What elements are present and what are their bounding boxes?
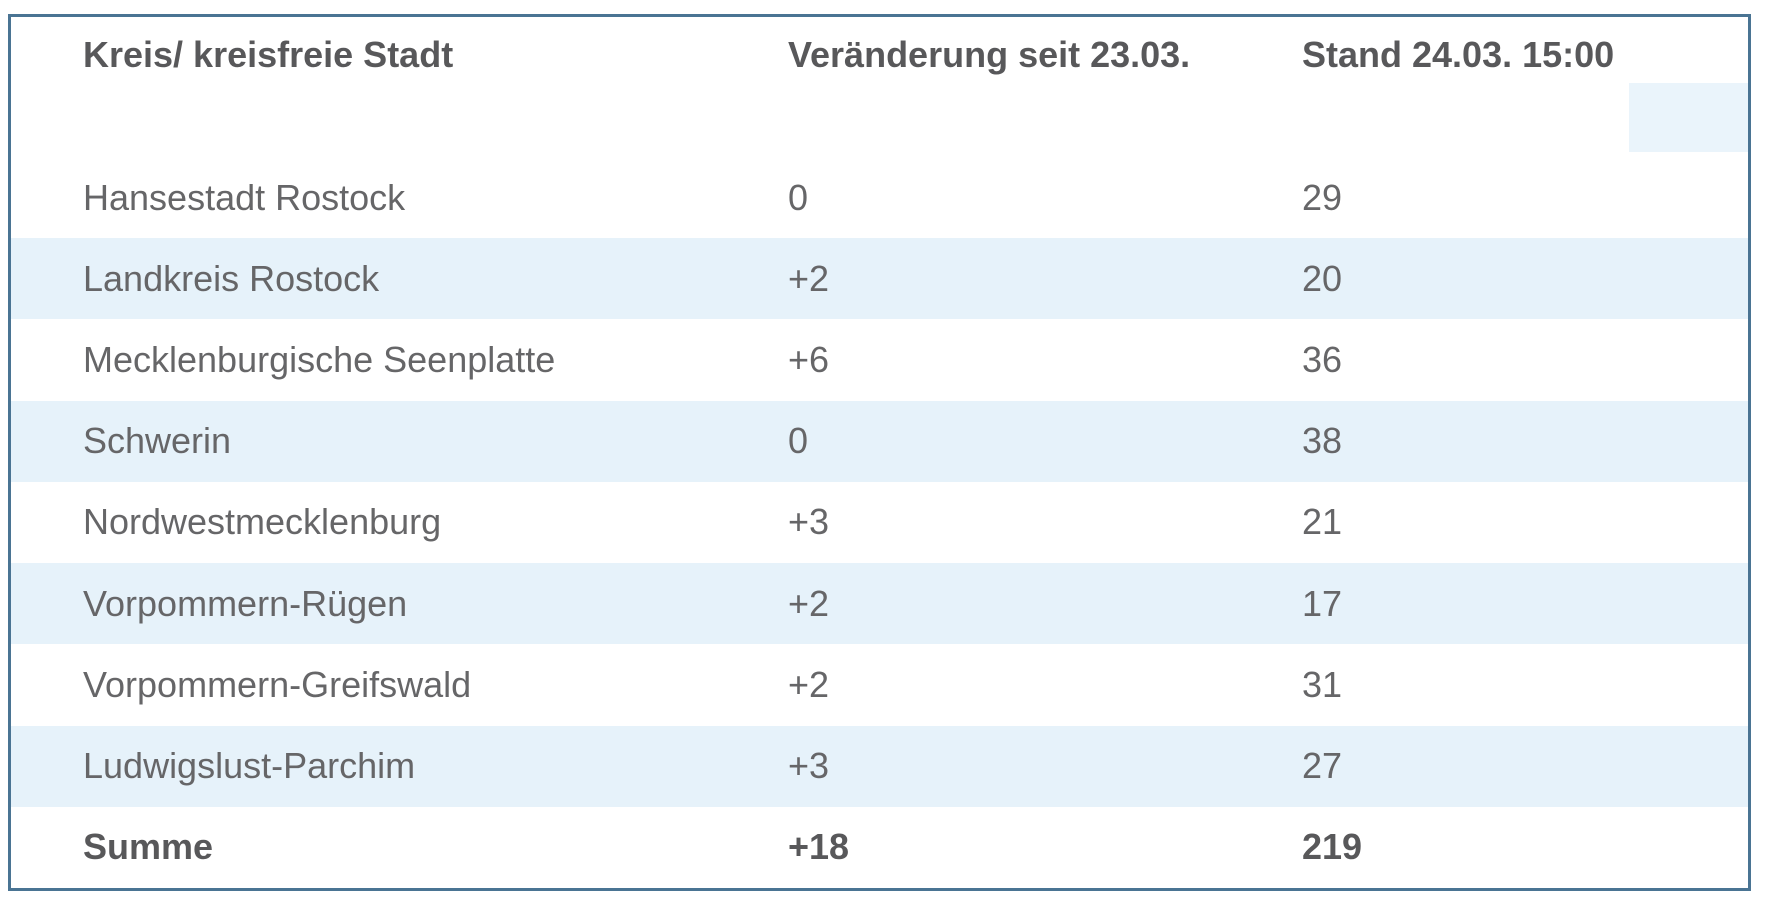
table-row: Nordwestmecklenburg +3 21	[11, 482, 1748, 563]
cell-summary-total: 219	[1302, 826, 1363, 868]
table-row: Vorpommern-Greifswald +2 31	[11, 644, 1748, 725]
cases-table: Kreis/ kreisfreie Stadt Veränderung seit…	[8, 14, 1751, 891]
cell-total: 21	[1302, 501, 1343, 543]
cell-district-name: Hansestadt Rostock	[83, 176, 406, 218]
cell-total: 38	[1230, 400, 1748, 482]
cell-district-name: Vorpommern-Rügen	[11, 563, 716, 645]
table-row: Ludwigslust-Parchim +3 27	[11, 725, 1748, 807]
table-row: Hansestadt Rostock 0 29	[11, 157, 1748, 238]
table-row: Mecklenburgische Seenplatte +6 36	[11, 319, 1748, 400]
header-row: Kreis/ kreisfreie Stadt Veränderung seit…	[11, 17, 1748, 157]
cell-total: 29	[1302, 176, 1343, 218]
cell-change: 0	[788, 176, 809, 218]
table-row: Schwerin 0 38	[11, 400, 1748, 482]
table-row: Landkreis Rostock +2 20	[11, 238, 1748, 320]
cell-total: 31	[1302, 663, 1343, 705]
cell-total: 17	[1230, 563, 1748, 645]
cell-change: +6	[788, 339, 830, 381]
column-header-kreis: Kreis/ kreisfreie Stadt	[83, 34, 454, 75]
column-header-stand: Stand 24.03. 15:00	[1302, 34, 1615, 75]
cell-change: +2	[788, 663, 830, 705]
cell-district-name: Ludwigslust-Parchim	[11, 725, 716, 807]
district-cases-table: Kreis/ kreisfreie Stadt Veränderung seit…	[11, 17, 1748, 888]
cell-district-name: Nordwestmecklenburg	[83, 501, 442, 543]
cell-change: 0	[716, 400, 1230, 482]
summary-row: Summe +18 219	[11, 807, 1748, 888]
table-row: Vorpommern-Rügen +2 17	[11, 563, 1748, 645]
cell-total: 36	[1302, 339, 1343, 381]
cell-district-name: Schwerin	[11, 400, 716, 482]
cell-change: +3	[788, 501, 830, 543]
header-empty-cell-highlight	[1629, 83, 1748, 152]
cell-summary-label: Summe	[83, 826, 214, 868]
column-header-veraenderung: Veränderung seit 23.03.	[788, 34, 1191, 75]
cell-district-name: Mecklenburgische Seenplatte	[83, 339, 556, 381]
cell-total: 27	[1230, 725, 1748, 807]
cell-change: +3	[716, 725, 1230, 807]
cell-summary-change: +18	[788, 826, 850, 868]
cell-district-name: Vorpommern-Greifswald	[83, 663, 472, 705]
cell-change: +2	[716, 563, 1230, 645]
cell-total: 20	[1230, 238, 1748, 320]
cell-change: +2	[716, 238, 1230, 320]
cell-district-name: Landkreis Rostock	[11, 238, 716, 320]
